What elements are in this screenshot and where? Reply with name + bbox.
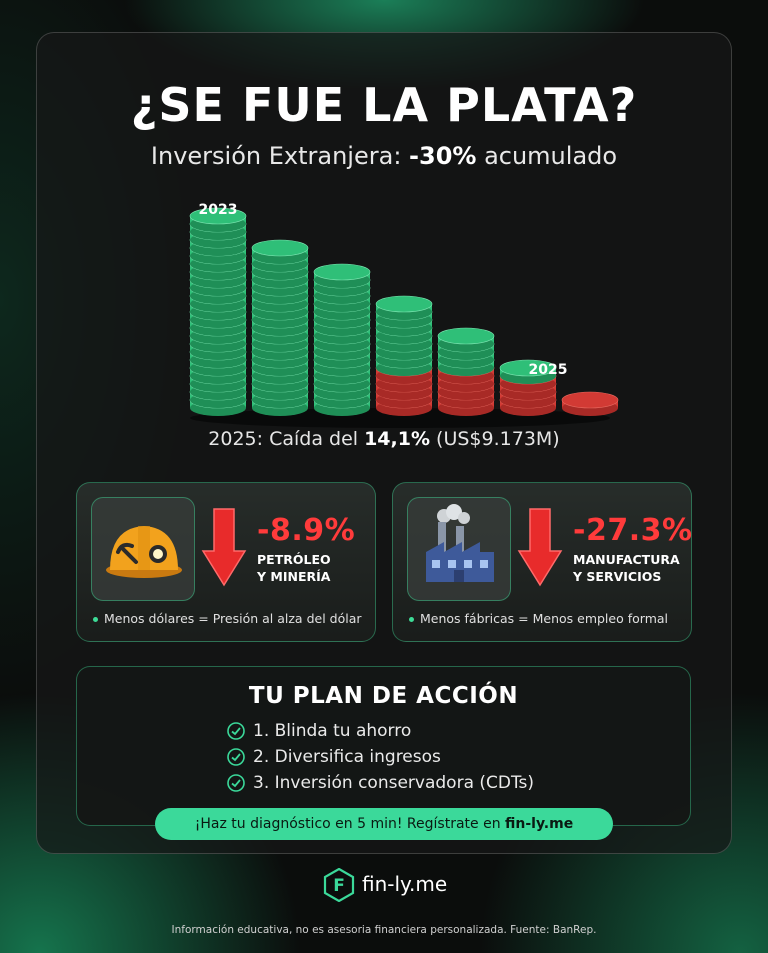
action-plan-item-text: 3. Inversión conservadora (CDTs): [253, 773, 535, 793]
sector-name-line2: Y MINERÍA: [257, 569, 331, 584]
brand-logo-icon: F: [323, 867, 355, 903]
check-circle-icon: [227, 722, 245, 740]
coin-stack: [189, 207, 247, 416]
coin-stacks-illustration: 2023 2025: [189, 202, 619, 428]
sector-name-line1: MANUFACTURA: [573, 552, 680, 567]
sector-card-manufacturing: -27.3% MANUFACTURA Y SERVICIOS Menos fáb…: [392, 482, 692, 642]
subhead-suffix: acumulado: [476, 142, 618, 170]
drop-highlight: 14,1%: [364, 428, 430, 450]
label-start-year: 2023: [199, 202, 238, 218]
drop-prefix: 2025: Caída del: [208, 428, 365, 450]
brand-logo-letter: F: [333, 876, 345, 896]
bullet-dot: [93, 617, 98, 622]
drop-suffix: (US$9.173M): [430, 428, 560, 450]
sector-card-oil-mining: -8.9% PETRÓLEO Y MINERÍA Menos dólares =…: [76, 482, 376, 642]
down-arrow-icon: [201, 508, 247, 587]
action-plan-title: TU PLAN DE ACCIÓN: [248, 683, 519, 709]
coin-stack: [561, 391, 619, 416]
coin-stack: [251, 239, 309, 416]
sector-note: Menos dólares = Presión al alza del dóla…: [93, 611, 373, 626]
coin-stack: [499, 359, 557, 416]
cta-link[interactable]: fin-ly.me: [505, 816, 574, 832]
sector-percent: -8.9%: [257, 513, 356, 548]
sector-name-line1: PETRÓLEO: [257, 552, 331, 567]
action-plan-item-text: 1. Blinda tu ahorro: [253, 721, 412, 741]
sector-note: Menos fábricas = Menos empleo formal: [409, 611, 689, 626]
factory-icon: [407, 497, 511, 601]
subhead-prefix: Inversión Extranjera:: [150, 142, 410, 170]
sector-note-text: Menos fábricas = Menos empleo formal: [420, 611, 668, 626]
sector-note-text: Menos dólares = Presión al alza del dóla…: [104, 611, 362, 626]
coin-stack: [313, 263, 371, 416]
sector-name: MANUFACTURA Y SERVICIOS: [573, 551, 693, 585]
cta-text: ¡Haz tu diagnóstico en 5 min! Regístrate…: [194, 816, 506, 832]
mining-helmet-icon: [91, 497, 195, 601]
sector-percent: -27.3%: [573, 513, 693, 548]
brand: F fin-ly.me: [322, 867, 447, 903]
disclaimer-footer: Información educativa, no es asesoria fi…: [171, 924, 597, 936]
sector-name: PETRÓLEO Y MINERÍA: [257, 551, 377, 585]
bullet-dot: [409, 617, 414, 622]
brand-name: fin-ly.me: [362, 872, 448, 896]
drop-summary: 2025: Caída del 14,1% (US$9.173M): [0, 428, 768, 450]
down-arrow-icon: [517, 508, 563, 587]
check-circle-icon: [227, 748, 245, 766]
subhead-highlight: -30%: [409, 142, 477, 170]
coin-stack: [437, 327, 495, 416]
cta-register-button[interactable]: ¡Haz tu diagnóstico en 5 min! Regístrate…: [155, 808, 613, 840]
sector-name-line2: Y SERVICIOS: [573, 569, 662, 584]
action-plan-panel: TU PLAN DE ACCIÓN 1. Blinda tu ahorro 2.…: [76, 666, 691, 826]
subhead: Inversión Extranjera: -30% acumulado: [0, 142, 768, 170]
headline: ¿SE FUE LA PLATA?: [130, 78, 638, 132]
check-circle-icon: [227, 774, 245, 792]
action-plan-item-text: 2. Diversifica ingresos: [253, 747, 441, 767]
coin-stack: [375, 295, 433, 416]
label-end-year: 2025: [529, 362, 568, 378]
